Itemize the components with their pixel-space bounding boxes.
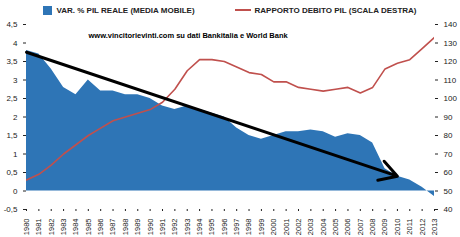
svg-text:2010: 2010 <box>393 219 402 236</box>
svg-text:2012: 2012 <box>418 219 427 236</box>
svg-text:1996: 1996 <box>220 219 229 236</box>
svg-text:1987: 1987 <box>108 219 117 236</box>
svg-text:2000: 2000 <box>269 219 278 236</box>
svg-text:1993: 1993 <box>183 219 192 236</box>
svg-text:2005: 2005 <box>331 219 340 236</box>
svg-text:0: 0 <box>13 187 18 196</box>
svg-text:2006: 2006 <box>343 219 352 236</box>
svg-text:40: 40 <box>444 205 453 214</box>
svg-text:2009: 2009 <box>380 219 389 236</box>
svg-text:2001: 2001 <box>282 219 291 236</box>
svg-text:1984: 1984 <box>71 219 80 236</box>
svg-text:1980: 1980 <box>22 219 31 236</box>
svg-text:120: 120 <box>444 57 458 66</box>
svg-text:100: 100 <box>444 94 458 103</box>
svg-text:2,5: 2,5 <box>6 94 18 103</box>
svg-text:-0,5: -0,5 <box>4 205 18 214</box>
svg-text:1999: 1999 <box>257 219 266 236</box>
svg-text:1995: 1995 <box>207 219 216 236</box>
svg-text:1985: 1985 <box>84 219 93 236</box>
html-text:VAR. % PIL REALE (MEDIA MOBILE: VAR. % PIL REALE (MEDIA MOBILE) <box>56 5 195 15</box>
svg-text:1997: 1997 <box>232 219 241 236</box>
svg-text:110: 110 <box>444 76 457 85</box>
svg-text:1983: 1983 <box>59 219 68 236</box>
svg-text:2013: 2013 <box>430 219 439 236</box>
svg-text:1992: 1992 <box>170 219 179 236</box>
svg-text:1982: 1982 <box>47 219 56 236</box>
svg-text:2002: 2002 <box>294 219 303 236</box>
svg-text:2007: 2007 <box>356 219 365 236</box>
svg-text:1990: 1990 <box>146 219 155 236</box>
svg-text:1991: 1991 <box>158 219 167 236</box>
svg-text:80: 80 <box>444 131 453 140</box>
svg-text:www.vincitorievinti.com su dat: www.vincitorievinti.com su dati Bankital… <box>88 31 289 40</box>
svg-text:2003: 2003 <box>306 219 315 236</box>
svg-text:1994: 1994 <box>195 219 204 236</box>
svg-text:4,5: 4,5 <box>6 20 18 29</box>
html-text:RAPPORTO DEBITO PIL (SCALA DES: RAPPORTO DEBITO PIL (SCALA DESTRA) <box>254 5 417 15</box>
svg-text:2011: 2011 <box>405 219 414 235</box>
svg-text:1986: 1986 <box>96 219 105 236</box>
svg-text:1998: 1998 <box>244 219 253 236</box>
svg-text:1: 1 <box>13 150 18 159</box>
svg-text:1988: 1988 <box>121 219 130 236</box>
svg-text:0,5: 0,5 <box>6 168 18 177</box>
svg-text:4: 4 <box>13 39 18 48</box>
svg-text:50: 50 <box>444 187 453 196</box>
svg-text:60: 60 <box>444 168 453 177</box>
svg-text:90: 90 <box>444 113 453 122</box>
svg-text:1981: 1981 <box>34 219 43 236</box>
svg-text:130: 130 <box>444 39 458 48</box>
svg-text:1989: 1989 <box>133 219 142 236</box>
svg-text:2: 2 <box>13 113 18 122</box>
svg-text:3: 3 <box>13 76 18 85</box>
svg-text:2008: 2008 <box>368 219 377 236</box>
svg-text:140: 140 <box>444 20 458 29</box>
svg-text:3,5: 3,5 <box>6 57 18 66</box>
svg-text:70: 70 <box>444 150 453 159</box>
svg-text:1,5: 1,5 <box>6 131 18 140</box>
svg-text:2004: 2004 <box>319 219 328 236</box>
